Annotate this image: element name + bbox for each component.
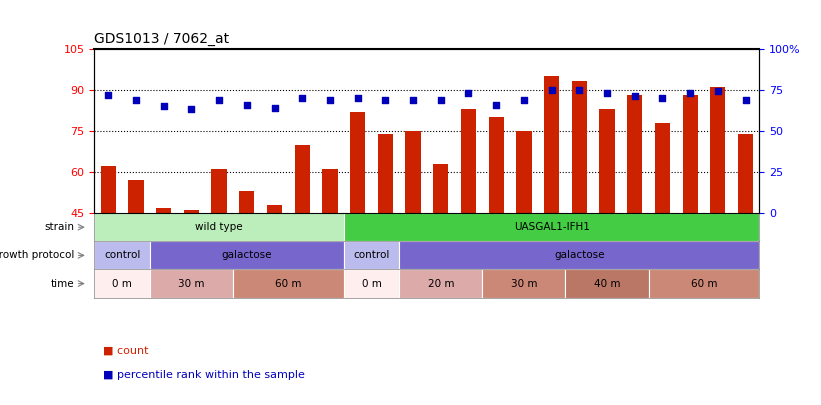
Point [462, 90, 475, 96]
Bar [94, 241, 150, 269]
Bar [571, 81, 587, 213]
Text: GDS1013 / 7062_at: GDS1013 / 7062_at [94, 32, 230, 46]
Text: 0 m: 0 m [361, 279, 382, 289]
Point [656, 95, 669, 101]
Text: strain: strain [44, 222, 75, 232]
Text: 60 m: 60 m [690, 279, 718, 289]
Point [573, 87, 586, 93]
Point [130, 96, 143, 103]
Text: growth protocol: growth protocol [0, 250, 75, 260]
Bar [150, 241, 344, 269]
Bar [433, 164, 448, 213]
Point [517, 96, 530, 103]
Point [406, 96, 420, 103]
Text: control: control [353, 250, 390, 260]
Bar [516, 131, 531, 213]
Text: ■ count: ■ count [103, 345, 148, 355]
Point [323, 96, 337, 103]
Bar [566, 269, 649, 298]
Bar [710, 87, 726, 213]
Bar [399, 269, 483, 298]
Bar [101, 166, 116, 213]
Point [185, 106, 198, 113]
Bar [156, 208, 172, 213]
Point [268, 104, 281, 111]
Bar [682, 95, 698, 213]
Bar [399, 241, 759, 269]
Text: galactose: galactose [222, 250, 272, 260]
Text: UASGAL1-IFH1: UASGAL1-IFH1 [514, 222, 589, 232]
Text: control: control [104, 250, 140, 260]
Point [684, 90, 697, 96]
Bar [488, 117, 504, 213]
Point [434, 96, 447, 103]
Bar [544, 76, 559, 213]
Point [296, 95, 309, 101]
Bar [344, 269, 399, 298]
Bar [599, 109, 615, 213]
Bar [212, 169, 227, 213]
Text: wild type: wild type [195, 222, 243, 232]
Text: ■ percentile rank within the sample: ■ percentile rank within the sample [103, 370, 305, 379]
Bar [323, 169, 337, 213]
Point [600, 90, 613, 96]
Text: 20 m: 20 m [428, 279, 454, 289]
Point [241, 101, 254, 108]
Bar [94, 213, 344, 241]
Text: 40 m: 40 m [594, 279, 621, 289]
Bar [627, 95, 642, 213]
Text: 30 m: 30 m [178, 279, 204, 289]
Point [351, 95, 365, 101]
Bar [461, 109, 476, 213]
Bar [344, 241, 399, 269]
Bar [483, 269, 566, 298]
Text: 60 m: 60 m [275, 279, 301, 289]
Bar [233, 269, 344, 298]
Point [628, 93, 641, 100]
Point [213, 96, 226, 103]
Bar [239, 191, 255, 213]
Bar [295, 145, 310, 213]
Point [378, 96, 392, 103]
Bar [128, 180, 144, 213]
Bar [184, 210, 199, 213]
Bar [267, 205, 282, 213]
Point [489, 101, 502, 108]
Bar [94, 269, 150, 298]
Bar [378, 134, 393, 213]
Bar [406, 131, 420, 213]
Bar [655, 123, 670, 213]
Point [739, 96, 752, 103]
Bar [738, 134, 753, 213]
Bar [649, 269, 759, 298]
Bar [350, 112, 365, 213]
Text: time: time [51, 279, 75, 289]
Point [157, 103, 170, 109]
Text: 30 m: 30 m [511, 279, 537, 289]
Text: galactose: galactose [554, 250, 604, 260]
Bar [150, 269, 233, 298]
Point [711, 88, 724, 95]
Bar [344, 213, 759, 241]
Text: 0 m: 0 m [112, 279, 132, 289]
Point [102, 92, 115, 98]
Point [545, 87, 558, 93]
